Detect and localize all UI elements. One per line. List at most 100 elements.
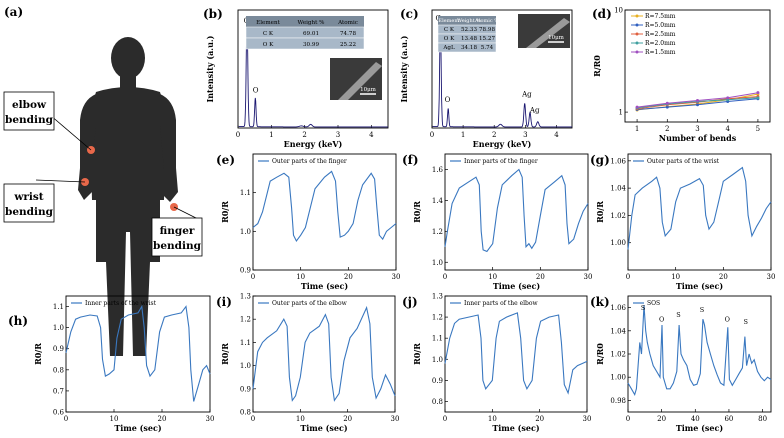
eds-table-b: Element Weight % Atomic C K 69.01 74.78 O K 30.… (245, 16, 365, 50)
table-cell: 69.01 (303, 31, 319, 37)
table-cell: 30.99 (303, 42, 319, 48)
panel-letter-j: (j) (402, 295, 418, 309)
y-tick-label-f: 1.0 (432, 259, 443, 267)
y-tick-label-h: 0.7 (53, 387, 64, 395)
x-tick-label-f: 20 (536, 273, 545, 281)
elbow-label-line1: elbow (12, 99, 47, 111)
table-cell: 5.74 (481, 45, 494, 51)
y-tick-label-f: 1.4 (432, 197, 444, 205)
x-tick-label-h: 30 (206, 415, 215, 423)
table-header-cell: Weight % (298, 20, 325, 26)
x-tick-label-c: 1 (461, 131, 465, 139)
series-line-f (444, 168, 589, 253)
x-tick-label-g: 0 (626, 273, 630, 281)
axes-frame-e (252, 153, 397, 271)
legend-marker (635, 41, 639, 45)
sem-scale-label: 10μm (360, 87, 377, 93)
y-axis-label-e: R0/R (220, 201, 230, 223)
y-axis-label-h: R0/R (33, 343, 43, 365)
legend-entry-k: SOS (647, 300, 660, 307)
table-cell: C K (263, 31, 274, 37)
legend-entry: R=2.5mm (645, 31, 676, 38)
panel-a: (a) elbow bending wrist bending finger b… (3, 5, 203, 356)
table-cell: 34.18 (461, 45, 477, 51)
legend-marker (635, 23, 639, 27)
y-tick-label-d: 10 (614, 7, 623, 15)
panel-letter-c: (c) (400, 7, 419, 21)
table-header-cell: Element (256, 20, 280, 26)
x-axis-label-b: Energy (keV) (284, 139, 343, 149)
table-header-cell: Atomic % (474, 18, 499, 24)
y-tick-label-k: 1.04 (610, 327, 626, 335)
x-tick-label-d: 4 (725, 125, 730, 133)
peak-label-c: Ag (529, 106, 540, 114)
sem-inset-b: 10μm (330, 58, 382, 100)
elbow-callout: elbow bending (3, 91, 55, 131)
y-tick-label-k: 0.98 (610, 397, 626, 405)
x-tick-label-h: 0 (64, 415, 68, 423)
x-tick-label-c: 4 (554, 131, 559, 139)
head (111, 37, 145, 79)
axes-frame-i (252, 295, 396, 413)
y-tick-label-j: 0.8 (432, 398, 443, 406)
peak-annotation: S (700, 306, 704, 314)
series-line-h (65, 304, 211, 402)
y-axis-label-g: R0/R (595, 201, 605, 223)
elbow-callout-box (3, 91, 55, 131)
x-tick-label-g: 20 (719, 273, 728, 281)
panel-letter-k: (k) (590, 295, 610, 309)
table-cell: C K (444, 27, 455, 33)
series-line-i (252, 305, 396, 402)
left-arm (160, 94, 178, 202)
table-header-bg (438, 16, 496, 25)
y-tick-label-j: 1.0 (432, 356, 443, 364)
table-cell: 25.22 (340, 42, 356, 48)
legend-entry: R=1.5mm (645, 49, 676, 56)
x-tick-label-k: 40 (691, 415, 700, 423)
sem-fiber (338, 62, 382, 100)
x-tick-label-c: 2 (492, 131, 496, 139)
y-axis-label-i: R0/R (220, 343, 230, 365)
y-tick-label-i: 0.8 (240, 409, 251, 417)
legend-marker (635, 14, 639, 18)
x-tick-label-h: 10 (110, 415, 119, 423)
x-tick-label-d: 5 (756, 125, 760, 133)
y-tick-label-h: 0.8 (53, 366, 64, 374)
legend-entry: R=7.5mm (645, 13, 676, 20)
elbow-connector (49, 114, 92, 151)
x-tick-label-f: 10 (488, 273, 497, 281)
y-tick-label-j: 1.3 (432, 293, 443, 301)
panel-letter-d: (d) (592, 7, 612, 21)
x-axis-label-k: Time (sec) (676, 423, 724, 433)
panel-letter-e: (e) (216, 153, 235, 167)
y-tick-label-e: 0.9 (240, 267, 251, 275)
x-tick-label-c: 0 (430, 131, 434, 139)
panel-i: (i) 0 10 20 30 0.8 0.9 1.0 1.1 1.2 1.3 Time (sec) R0… (216, 293, 399, 434)
wrist-label-line1: wrist (13, 191, 43, 203)
y-tick-label-g: 1.00 (610, 239, 626, 247)
x-tick-label-i: 0 (251, 415, 255, 423)
sem-inset-c: 10μm (518, 14, 570, 48)
axes-frame-c (431, 9, 573, 129)
eds-spectrum-c (432, 21, 572, 128)
finger-label-line2: bending (153, 240, 202, 252)
x-tick-label-e: 10 (296, 273, 305, 281)
y-tick-label-f: 1.2 (432, 228, 443, 236)
finger-callout-box (151, 217, 203, 257)
x-axis-label-h: Time (sec) (114, 423, 162, 433)
peak-label-c: O (445, 96, 451, 104)
x-tick-label-i: 20 (343, 415, 352, 423)
y-tick-label-i: 0.9 (240, 385, 251, 393)
x-tick-label-d: 3 (695, 125, 699, 133)
legend-marker (635, 50, 639, 54)
axes-frame-h (65, 295, 211, 413)
y-tick-label-i: 1.1 (240, 339, 251, 347)
x-tick-label-i: 30 (391, 415, 400, 423)
x-tick-label-k: 60 (724, 415, 733, 423)
peak-label-c: Ag (521, 91, 532, 99)
x-axis-label-c: Energy (keV) (473, 139, 532, 149)
x-tick-label-b: 1 (269, 131, 273, 139)
neck (120, 75, 136, 89)
y-axis-label-d: R/R0 (592, 55, 602, 77)
